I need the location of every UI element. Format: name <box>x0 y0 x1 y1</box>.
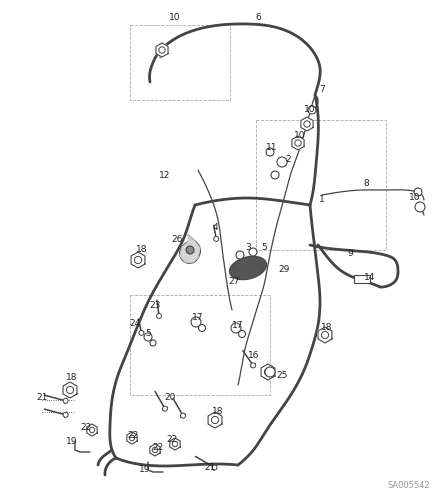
Circle shape <box>321 332 328 338</box>
Circle shape <box>271 171 279 179</box>
Polygon shape <box>208 412 222 428</box>
Text: 18: 18 <box>66 374 78 382</box>
Text: 20: 20 <box>164 394 175 402</box>
Polygon shape <box>301 117 313 131</box>
Circle shape <box>308 106 316 114</box>
Text: 24: 24 <box>130 318 141 328</box>
Text: 5: 5 <box>145 328 151 338</box>
Text: 21: 21 <box>36 394 48 402</box>
Text: 18: 18 <box>136 246 148 254</box>
Text: 21: 21 <box>204 464 216 472</box>
Circle shape <box>249 248 257 256</box>
Circle shape <box>265 367 275 377</box>
Polygon shape <box>292 136 304 150</box>
Circle shape <box>191 317 201 327</box>
Circle shape <box>231 323 241 333</box>
Circle shape <box>251 363 255 368</box>
Polygon shape <box>318 327 332 343</box>
Text: SA005542: SA005542 <box>387 481 430 490</box>
Text: 18: 18 <box>212 408 224 416</box>
Text: 22: 22 <box>166 436 178 444</box>
Text: 11: 11 <box>266 144 278 152</box>
Circle shape <box>186 246 194 254</box>
Text: 22: 22 <box>127 430 139 440</box>
Text: 25: 25 <box>276 370 288 380</box>
Text: 8: 8 <box>363 178 369 188</box>
Circle shape <box>163 406 168 411</box>
Circle shape <box>63 398 68 404</box>
Circle shape <box>180 413 186 418</box>
Text: 5: 5 <box>261 244 267 252</box>
Circle shape <box>277 157 287 167</box>
Text: 3: 3 <box>245 244 251 252</box>
Circle shape <box>159 47 165 53</box>
Text: 27: 27 <box>229 278 240 286</box>
Text: 29: 29 <box>278 266 290 274</box>
Text: 2: 2 <box>285 156 291 164</box>
Text: 10: 10 <box>169 14 181 22</box>
Text: 1: 1 <box>319 196 325 204</box>
Circle shape <box>211 416 219 424</box>
Circle shape <box>414 188 422 196</box>
Text: 7: 7 <box>319 86 325 94</box>
Polygon shape <box>261 364 275 380</box>
Circle shape <box>264 368 271 376</box>
Circle shape <box>295 140 301 146</box>
Text: 10: 10 <box>409 194 421 202</box>
Text: 19: 19 <box>139 466 151 474</box>
Polygon shape <box>63 382 77 398</box>
Circle shape <box>212 465 217 470</box>
Polygon shape <box>180 235 200 263</box>
Bar <box>256 120 386 250</box>
Ellipse shape <box>229 256 267 280</box>
Circle shape <box>198 324 206 332</box>
Circle shape <box>89 428 95 432</box>
Polygon shape <box>131 252 145 268</box>
Text: 18: 18 <box>321 324 333 332</box>
Text: 16: 16 <box>248 350 260 360</box>
Bar <box>354 275 370 283</box>
Polygon shape <box>127 432 137 444</box>
Circle shape <box>214 236 219 242</box>
Text: 17: 17 <box>232 320 244 330</box>
Circle shape <box>172 442 178 446</box>
Text: 22: 22 <box>80 424 91 432</box>
Text: 12: 12 <box>159 170 171 179</box>
Circle shape <box>304 121 310 127</box>
Circle shape <box>66 386 74 394</box>
Text: 23: 23 <box>149 300 161 310</box>
Polygon shape <box>156 43 168 57</box>
Text: 22: 22 <box>152 442 164 452</box>
Circle shape <box>152 448 158 452</box>
Polygon shape <box>150 444 160 456</box>
Text: 9: 9 <box>347 248 353 258</box>
Circle shape <box>156 314 162 318</box>
Circle shape <box>266 148 274 156</box>
Text: 26: 26 <box>171 236 183 244</box>
Circle shape <box>130 436 135 440</box>
Circle shape <box>415 202 425 212</box>
Circle shape <box>134 256 141 264</box>
Text: 14: 14 <box>364 274 376 282</box>
Text: 17: 17 <box>192 314 204 322</box>
Circle shape <box>150 340 156 346</box>
Bar <box>130 25 230 100</box>
Circle shape <box>239 330 245 338</box>
Circle shape <box>139 330 144 336</box>
Circle shape <box>144 333 152 341</box>
Polygon shape <box>87 424 97 436</box>
Text: 10: 10 <box>294 130 306 140</box>
Circle shape <box>236 251 244 259</box>
Text: 10: 10 <box>304 106 316 114</box>
Circle shape <box>63 412 68 418</box>
Polygon shape <box>170 438 180 450</box>
Text: 19: 19 <box>66 438 78 446</box>
Text: 4: 4 <box>212 224 218 232</box>
Text: 6: 6 <box>255 14 261 22</box>
Bar <box>130 295 270 395</box>
